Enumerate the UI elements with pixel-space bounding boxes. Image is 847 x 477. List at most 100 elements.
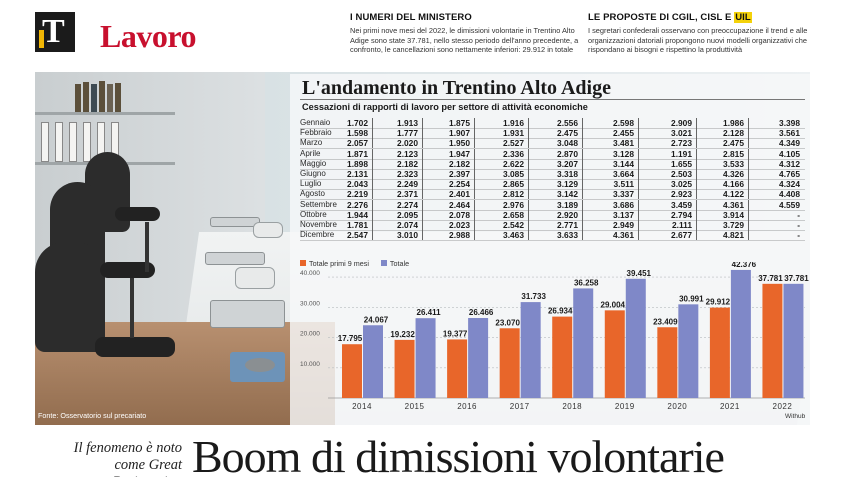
table-cell: 3.533 <box>723 158 744 169</box>
table-separator <box>582 128 583 139</box>
bar-nine-months <box>762 283 783 398</box>
table-cell: 3.189 <box>557 199 578 210</box>
table-month-label: Gennaio <box>300 118 331 127</box>
table-separator <box>474 199 475 210</box>
table-separator <box>748 128 749 139</box>
table-separator <box>696 199 697 210</box>
table-separator <box>748 220 749 230</box>
bar-data-label: 26.466 <box>469 308 494 317</box>
table-separator <box>372 158 373 169</box>
table-rule <box>300 199 805 201</box>
chair-leg <box>145 222 149 272</box>
table-separator <box>638 209 639 220</box>
table-cell: 2.111 <box>671 220 692 230</box>
table-separator <box>582 158 583 169</box>
shelf <box>35 112 175 115</box>
table-separator <box>748 148 749 159</box>
table-cell: 3.128 <box>613 148 634 159</box>
table-separator <box>372 118 373 128</box>
table-cell: 4.312 <box>779 158 800 169</box>
bar-nine-months <box>394 339 415 398</box>
table-separator <box>696 209 697 220</box>
table-cell: 3.144 <box>613 158 634 169</box>
table-separator <box>582 189 583 200</box>
table-row: Dicembre 2.547 3.010 2.988 3.463 3.633 4.361 2.… <box>300 230 805 242</box>
table-cell: 4.361 <box>723 199 744 210</box>
table-separator <box>372 179 373 190</box>
table-cell: 2.771 <box>557 220 578 230</box>
ministry-column-title: I NUMERI DEL MINISTERO <box>350 12 472 23</box>
table-separator <box>528 189 529 200</box>
table-cell: 2.812 <box>503 189 524 200</box>
unions-title-text: LE PROPOSTE DI CGIL, CISL E <box>588 12 735 23</box>
bar-total <box>520 302 541 398</box>
table-month-label: Maggio <box>300 158 327 168</box>
table-separator <box>474 118 475 128</box>
table-rule <box>300 158 805 160</box>
unions-title-highlight: UIL <box>734 12 752 23</box>
table-rule <box>300 209 805 211</box>
table-cell: 2.249 <box>397 179 418 190</box>
bar-total <box>730 269 751 398</box>
table-row: Agosto 2.219 2.371 2.401 2.812 3.142 3.337 2.92… <box>300 189 805 201</box>
chart-subtitle: Cessazioni di rapporti di lavoro per set… <box>302 102 588 112</box>
keyboard <box>210 300 285 328</box>
table-cell: 1.191 <box>671 148 692 159</box>
table-cell: 3.664 <box>613 169 634 179</box>
table-cell: 2.128 <box>723 128 744 139</box>
table-cell: 2.074 <box>397 220 418 230</box>
table-cell: 2.057 <box>347 138 368 149</box>
table-cell: 1.702 <box>347 118 368 128</box>
table-month-label: Febbraio <box>300 128 332 138</box>
bar-nine-months <box>709 307 730 398</box>
x-tick-label: 2016 <box>457 402 477 411</box>
table-separator <box>638 118 639 128</box>
table-separator <box>582 118 583 128</box>
table-separator <box>474 189 475 200</box>
table-separator <box>372 209 373 220</box>
table-cell: 2.542 <box>503 220 524 230</box>
desk-phone <box>235 267 275 289</box>
bar-chart: 10.000 20.000 30.000 40.000 17.795 24.067 2014… <box>300 262 809 411</box>
table-cell: 2.949 <box>613 220 634 230</box>
table-separator <box>422 199 423 210</box>
book <box>91 84 97 112</box>
y-tick-label: 30.000 <box>300 300 320 307</box>
table-separator <box>372 199 373 210</box>
table-cell: 3.686 <box>613 199 634 210</box>
table-cell: 1.947 <box>449 148 470 159</box>
binder <box>55 122 63 162</box>
table-separator <box>528 230 529 241</box>
table-cell: 4.105 <box>779 148 800 159</box>
chart-title-rule <box>300 99 805 100</box>
table-separator <box>528 209 529 220</box>
table-separator <box>528 179 529 190</box>
table-cell: 3.048 <box>557 138 578 149</box>
table-month-label: Ottobre <box>300 209 327 219</box>
table-cell: 4.408 <box>779 189 800 200</box>
table-cell: 1.907 <box>449 128 470 139</box>
table-month-label: Novembre <box>300 220 337 229</box>
bar-data-label: 29.912 <box>706 298 731 307</box>
table-separator <box>372 189 373 200</box>
table-cell: 3.142 <box>557 189 578 200</box>
table-row: Maggio 1.898 2.182 2.182 2.622 3.207 3.144 1.65… <box>300 158 805 170</box>
bar-data-label: 37.781 <box>784 274 809 283</box>
table-cell: 1.777 <box>397 128 418 139</box>
table-separator <box>582 138 583 149</box>
table-separator <box>638 148 639 159</box>
unions-column: LE PROPOSTE DI CGIL, CISL E UIL I segret… <box>588 12 818 55</box>
bar-data-label: 39.451 <box>627 269 652 278</box>
table-row: Ottobre 1.944 2.095 2.078 2.658 2.920 3.137 2.7… <box>300 209 805 221</box>
table-separator <box>528 118 529 128</box>
table-separator <box>528 138 529 149</box>
section-title: Lavoro <box>100 18 196 54</box>
bar-nine-months <box>552 316 573 398</box>
table-rule <box>300 189 805 191</box>
table-separator <box>422 169 423 179</box>
table-cell: 2.182 <box>449 158 470 169</box>
table-cell: 4.166 <box>723 179 744 190</box>
table-separator <box>372 169 373 179</box>
table-row: Luglio 2.043 2.249 2.254 2.865 3.129 3.511 3.02… <box>300 179 805 191</box>
bar-data-label: 29.004 <box>601 300 626 309</box>
